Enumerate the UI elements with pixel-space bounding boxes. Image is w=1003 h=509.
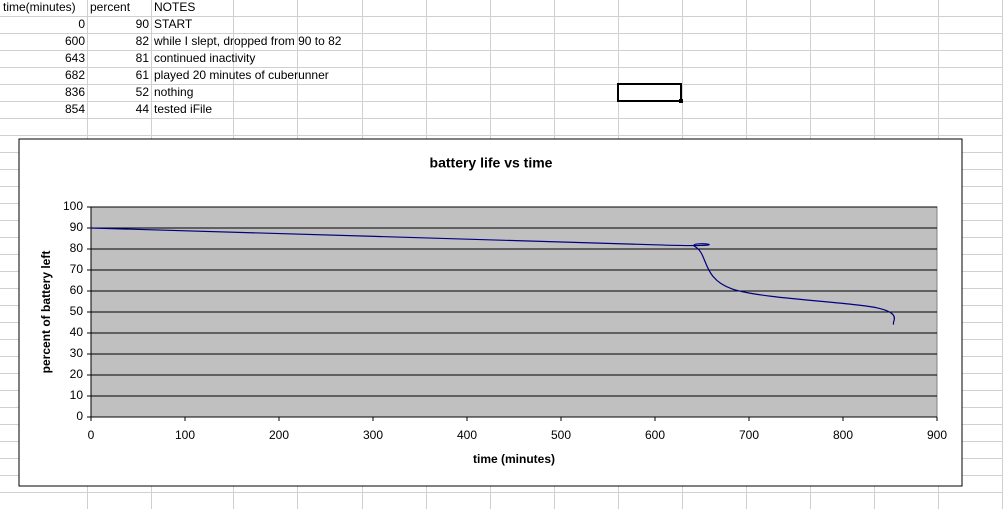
x-tick-label: 100 — [175, 428, 195, 442]
note-cell: START — [154, 17, 193, 31]
cells: time(minutes) percent NOTES 0 90 START 600 82 wh… — [3, 0, 342, 116]
percent-cell: 61 — [136, 68, 150, 82]
y-tick-label: 70 — [70, 262, 84, 276]
y-tick-label: 90 — [70, 220, 84, 234]
percent-cell: 52 — [136, 85, 150, 99]
time-cell: 836 — [65, 85, 85, 99]
selected-cell[interactable] — [617, 83, 682, 102]
y-tick-label: 0 — [76, 409, 83, 423]
time-cell: 600 — [65, 34, 85, 48]
x-tick-label: 600 — [645, 428, 665, 442]
percent-cell: 81 — [136, 51, 150, 65]
time-cell: 643 — [65, 51, 85, 65]
header-cell: NOTES — [154, 0, 195, 14]
time-cell: 854 — [65, 102, 85, 116]
x-axis-label: time (minutes) — [473, 452, 555, 466]
note-cell: nothing — [154, 85, 193, 99]
note-cell: continued inactivity — [154, 51, 255, 65]
percent-cell: 44 — [136, 102, 150, 116]
percent-cell: 90 — [136, 17, 150, 31]
header-cell: percent — [90, 0, 131, 14]
y-tick-label: 80 — [70, 241, 84, 255]
note-cell: played 20 minutes of cuberunner — [154, 68, 329, 82]
x-tick-label: 800 — [833, 428, 853, 442]
note-cell: while I slept, dropped from 90 to 82 — [153, 34, 342, 48]
y-axis-label: percent of battery left — [39, 251, 53, 374]
x-tick-label: 200 — [269, 428, 289, 442]
fill-handle[interactable] — [679, 99, 683, 103]
percent-cell: 82 — [136, 34, 150, 48]
x-tick-label: 500 — [551, 428, 571, 442]
time-cell: 0 — [78, 17, 85, 31]
chart-title: battery life vs time — [430, 155, 553, 171]
x-tick-label: 700 — [739, 428, 759, 442]
x-tick-label: 900 — [927, 428, 947, 442]
header-cell: time(minutes) — [3, 0, 76, 14]
note-cell: tested iFile — [154, 102, 212, 116]
y-tick-label: 10 — [70, 388, 84, 402]
x-tick-label: 400 — [457, 428, 477, 442]
x-tick-label: 300 — [363, 428, 383, 442]
x-tick-label: 0 — [88, 428, 95, 442]
y-tick-label: 40 — [70, 325, 84, 339]
y-tick-label: 30 — [70, 346, 84, 360]
y-tick-label: 60 — [70, 283, 84, 297]
y-tick-label: 100 — [63, 199, 83, 213]
chart[interactable]: battery life vs time time (minutes) perc… — [18, 138, 963, 487]
data-line — [90, 227, 895, 326]
time-cell: 682 — [65, 68, 85, 82]
y-tick-label: 50 — [70, 304, 84, 318]
y-tick-label: 20 — [70, 367, 84, 381]
